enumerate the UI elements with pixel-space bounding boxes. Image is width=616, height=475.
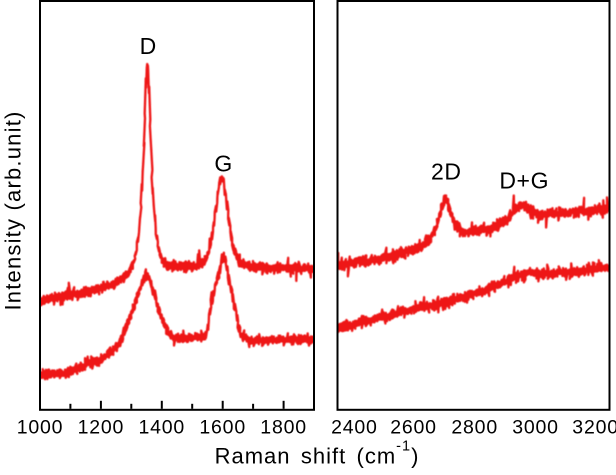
svg-text:Intensity (arb.unit): Intensity (arb.unit) bbox=[1, 110, 26, 310]
svg-text:1800: 1800 bbox=[260, 417, 307, 439]
svg-text:1600: 1600 bbox=[199, 417, 246, 439]
svg-text:D: D bbox=[140, 33, 157, 59]
svg-text:D+G: D+G bbox=[499, 167, 549, 193]
svg-text:2400: 2400 bbox=[331, 417, 378, 439]
svg-text:G: G bbox=[214, 151, 232, 177]
svg-text:1200: 1200 bbox=[78, 417, 125, 439]
svg-text:Raman shift (cm-1): Raman shift (cm-1) bbox=[215, 439, 420, 469]
svg-text:2D: 2D bbox=[431, 159, 462, 185]
svg-text:1400: 1400 bbox=[139, 417, 186, 439]
svg-text:2800: 2800 bbox=[451, 417, 498, 439]
svg-text:1000: 1000 bbox=[17, 417, 64, 439]
svg-text:3000: 3000 bbox=[512, 417, 559, 439]
svg-text:3200: 3200 bbox=[572, 417, 616, 439]
svg-text:2600: 2600 bbox=[390, 417, 437, 439]
